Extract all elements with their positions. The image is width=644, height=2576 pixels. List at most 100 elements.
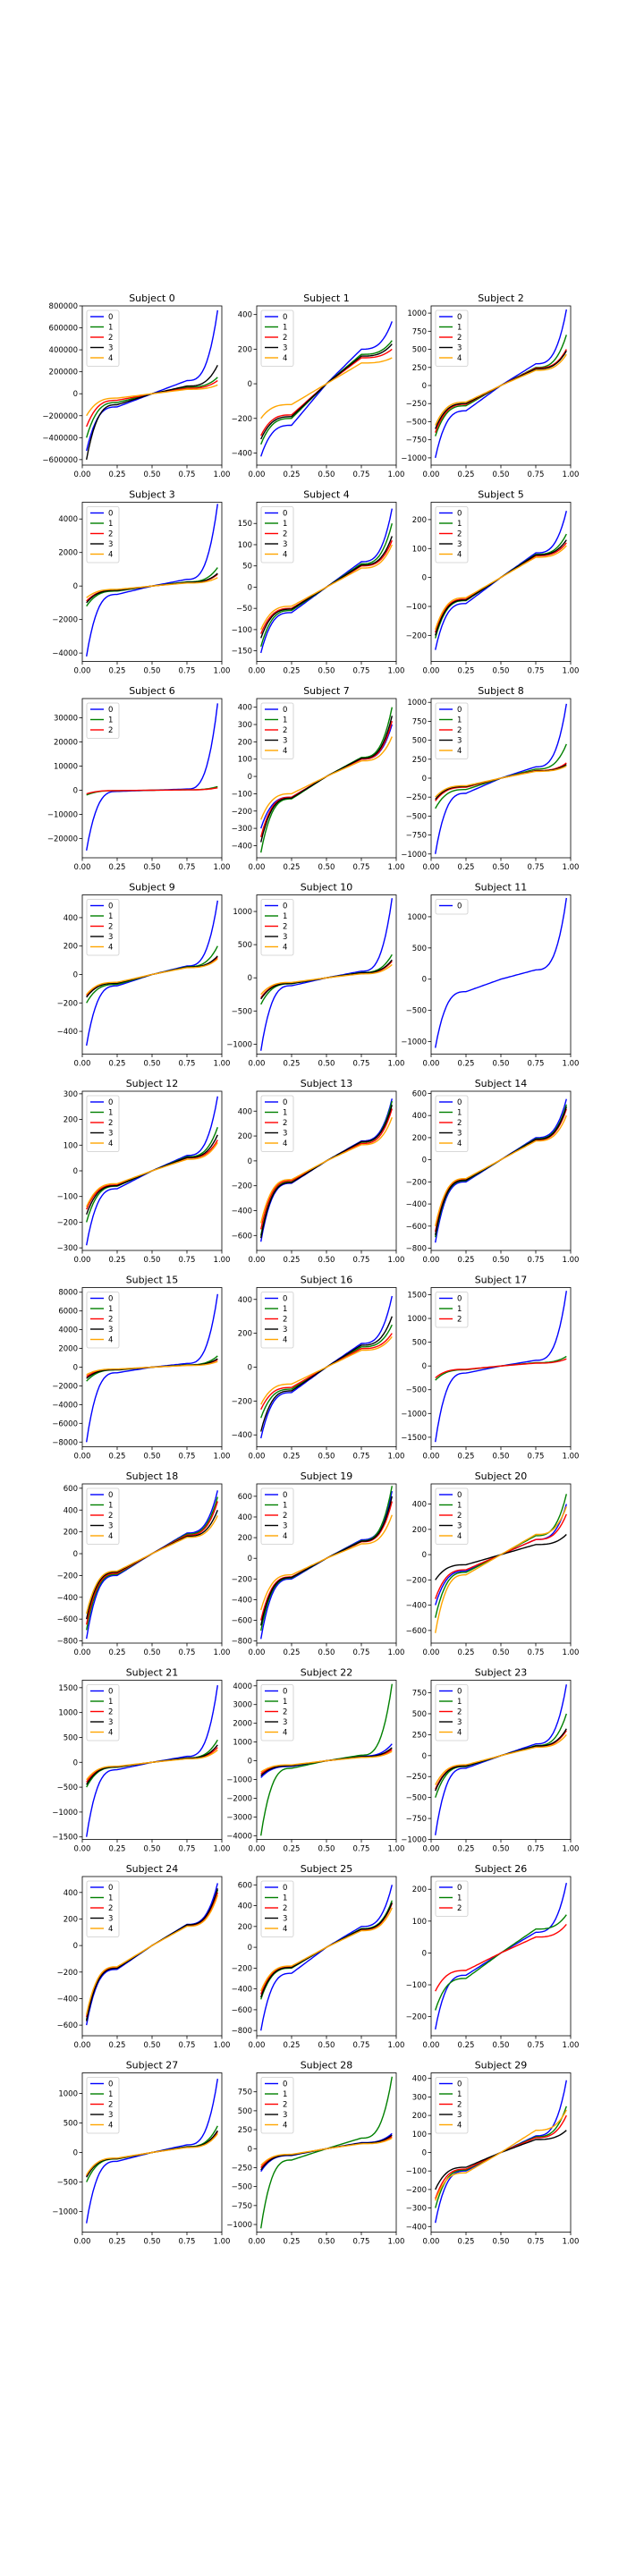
x-tick-label: 0.25 xyxy=(458,667,475,676)
subplot-26: Subject 26 0.00 0.25 0.50 0.75 1.00 200 100 0 −10… xyxy=(406,1863,580,2050)
y-tick-label: −100 xyxy=(232,790,252,799)
y-tick-label: 0 xyxy=(73,1364,78,1373)
y-tick-label: −600 xyxy=(232,1232,252,1241)
y-tick-label: −1000 xyxy=(52,1809,78,1818)
x-tick-label: 0.00 xyxy=(249,1453,266,1462)
y-tick-label: 200 xyxy=(238,738,252,747)
y-tick-label: −500 xyxy=(232,2183,252,2192)
y-tick-label: 1500 xyxy=(407,1291,427,1300)
legend-label: 1 xyxy=(283,1109,287,1118)
legend-label: 1 xyxy=(457,1894,462,1903)
legend-label: 4 xyxy=(108,944,113,953)
y-tick-label: 750 xyxy=(412,1690,427,1699)
legend-label: 2 xyxy=(108,2101,113,2110)
y-tick-label: −600 xyxy=(232,1617,252,1626)
legend-label: 0 xyxy=(283,706,287,715)
y-tick-label: 1000 xyxy=(233,1739,252,1748)
subplot-title: Subject 25 xyxy=(301,1863,353,1875)
y-tick-label: 250 xyxy=(412,364,427,373)
legend-label: 0 xyxy=(108,313,113,322)
subplot-15: Subject 150.00 0.25 0.50 0.75 1.008000600040… xyxy=(52,1275,230,1462)
legend-label: 2 xyxy=(108,1904,113,1913)
legend-label: 4 xyxy=(283,944,287,953)
series-group xyxy=(86,703,218,852)
series-group xyxy=(260,898,393,1051)
legend-label: 1 xyxy=(283,520,287,529)
y-tick-label: 400 xyxy=(238,1513,252,1522)
x-tick-label: 0.50 xyxy=(318,863,335,872)
subplot-title: Subject 3 xyxy=(129,489,175,501)
x-tick-label: 0.50 xyxy=(318,470,335,479)
subplot-13: Subject 13 0.00 0.25 0.50 0.75 1.00 400 200 0 −20… xyxy=(232,1078,405,1265)
y-tick-label: 400 xyxy=(238,704,252,713)
legend-box xyxy=(260,1292,294,1349)
legend-label: 0 xyxy=(283,1295,287,1304)
series-line-2 xyxy=(86,2131,218,2177)
x-tick-label: 0.75 xyxy=(528,1845,545,1854)
legend-label: 1 xyxy=(457,324,462,333)
y-tick-label: 0 xyxy=(73,1550,78,1559)
y-tick-label: 200 xyxy=(64,1116,78,1125)
subplot-3: Subject 3 0.00 0.25 0.50 0.75 1.00 4000 2000 0 −2… xyxy=(52,489,230,676)
legend-label: 1 xyxy=(283,912,287,921)
series-line-1 xyxy=(86,567,218,607)
y-tick-label: −1000 xyxy=(401,454,427,463)
legend-label: 0 xyxy=(283,1491,287,1500)
x-tick-label: 0.50 xyxy=(318,1060,335,1069)
legend-label: 2 xyxy=(457,1708,462,1717)
y-tick-label: 0 xyxy=(422,775,427,784)
legend: 01 2 xyxy=(435,1292,469,1328)
x-tick-label: 0.00 xyxy=(74,1648,91,1657)
series-line-4 xyxy=(86,2132,218,2175)
legend-label: 4 xyxy=(283,1925,287,1934)
legend-box xyxy=(260,1880,294,1937)
x-tick-label: 0.25 xyxy=(109,863,126,872)
x-tick-label: 0.50 xyxy=(493,1256,510,1265)
y-tick-label: −3000 xyxy=(226,1813,252,1822)
x-tick-label: 0.50 xyxy=(144,863,161,872)
x-tick-label: 0.75 xyxy=(528,1256,545,1265)
x-tick-label: 0.75 xyxy=(528,667,545,676)
subplot-title: Subject 6 xyxy=(129,685,175,697)
series-group xyxy=(86,309,218,461)
y-tick-label: −2000 xyxy=(52,1382,78,1391)
legend-label: 1 xyxy=(457,520,462,529)
x-tick-label: 0.00 xyxy=(249,2041,266,2050)
x-tick-label: 0.50 xyxy=(144,1648,161,1657)
series-group xyxy=(435,703,567,854)
x-tick-label: 0.25 xyxy=(458,1453,475,1462)
y-tick-label: 400 xyxy=(238,1107,252,1116)
series-line-4 xyxy=(435,1114,567,1226)
legend-label: 0 xyxy=(108,510,113,519)
y-tick-label: −500 xyxy=(57,2178,78,2187)
legend-box xyxy=(435,1487,469,1545)
legend-label: 1 xyxy=(108,520,113,529)
legend-label: 1 xyxy=(108,1698,113,1707)
y-tick-label: 0 xyxy=(422,1752,427,1761)
legend-box xyxy=(86,1487,120,1545)
x-tick-label: 0.00 xyxy=(249,1845,266,1854)
series-group xyxy=(435,1882,567,2030)
legend-label: 3 xyxy=(457,1522,462,1531)
legend-label: 1 xyxy=(283,324,287,333)
legend-label: 4 xyxy=(108,1336,113,1345)
series-line-2 xyxy=(86,787,218,795)
x-tick-label: 0.50 xyxy=(144,1060,161,1069)
legend-label: 0 xyxy=(108,1098,113,1107)
y-tick-label: −20000 xyxy=(47,835,78,843)
subplot-14: Subject 140.00 0.25 0.50 0.75 1.006004002000… xyxy=(406,1078,580,1265)
y-tick-label: 1000 xyxy=(407,699,427,708)
series-line-2 xyxy=(260,1749,393,1775)
legend-box xyxy=(260,309,294,367)
y-tick-label: 0 xyxy=(248,974,252,983)
series-line-4 xyxy=(435,353,567,426)
y-tick-label: 100 xyxy=(412,545,427,554)
y-tick-label: 2000 xyxy=(58,1345,78,1354)
x-tick-label: 1.00 xyxy=(214,667,231,676)
